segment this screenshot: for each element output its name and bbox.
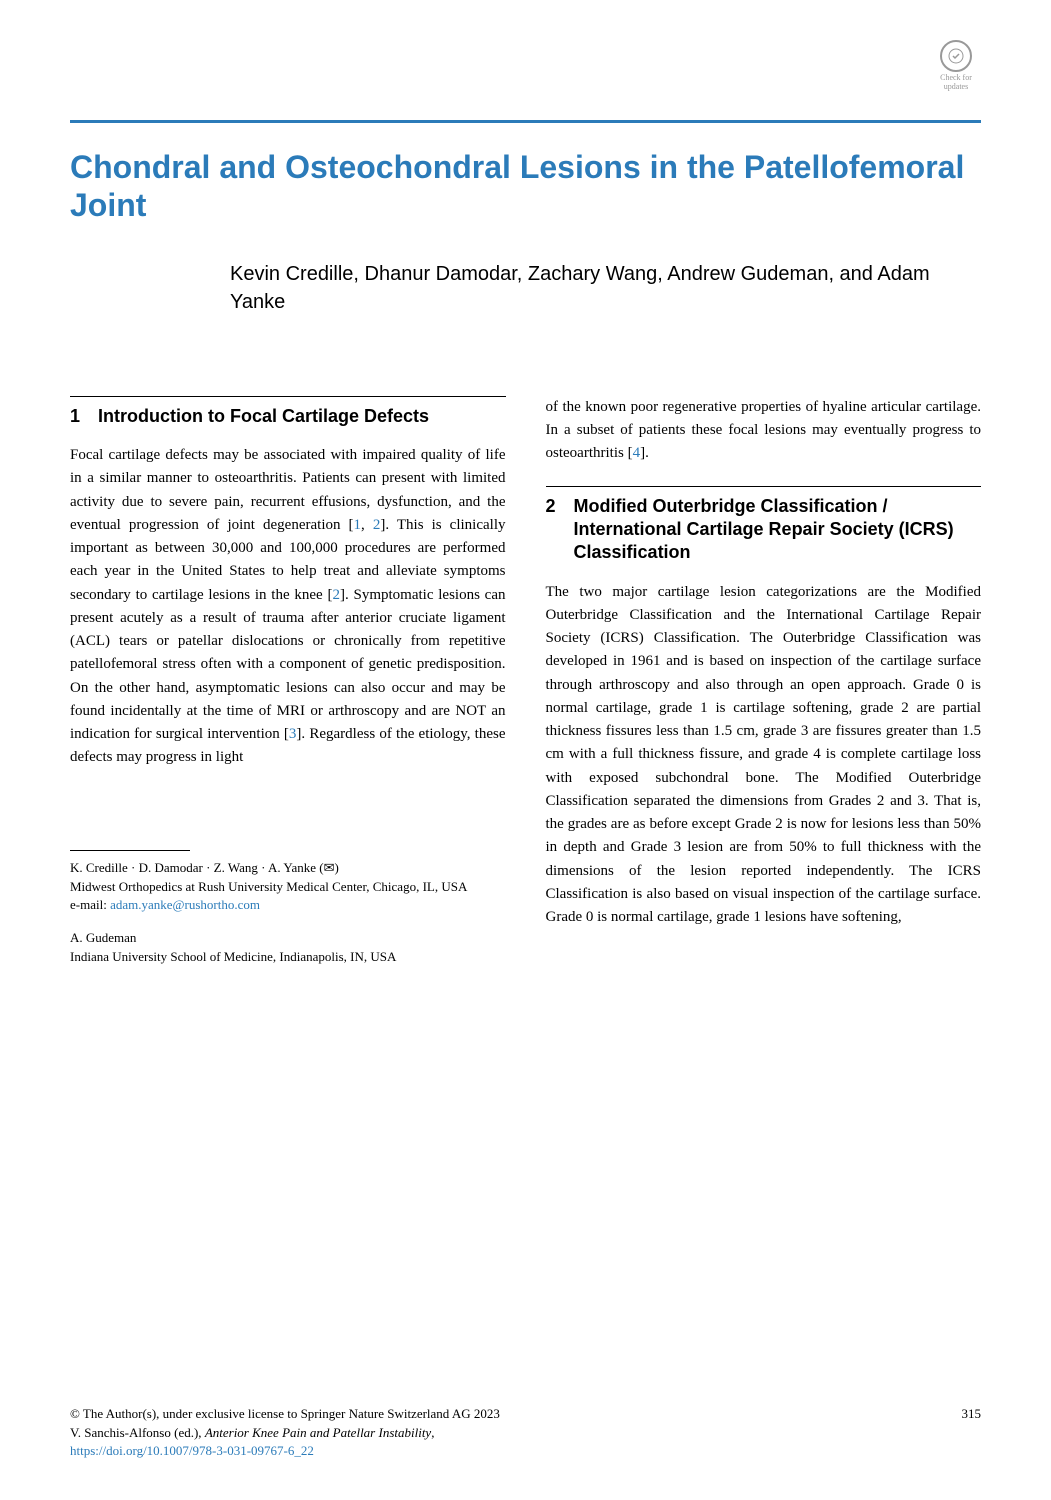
left-column: 1 Introduction to Focal Cartilage Defect… (70, 396, 506, 981)
ref-link-3[interactable]: 2 (332, 587, 340, 603)
title-divider (70, 120, 981, 123)
section-2-heading: 2 Modified Outerbridge Classification / … (546, 495, 982, 565)
check-updates-icon (940, 40, 972, 72)
chapter-title: Chondral and Osteochondral Lesions in th… (70, 148, 981, 225)
affil-1-org: Midwest Orthopedics at Rush University M… (70, 878, 506, 897)
footer-row-1: © The Author(s), under exclusive license… (70, 1405, 981, 1423)
section-1-body: Focal cartilage defects may be associate… (70, 444, 506, 770)
footer-row-2: V. Sanchis-Alfonso (ed.), Anterior Knee … (70, 1424, 981, 1442)
content-columns: 1 Introduction to Focal Cartilage Defect… (70, 396, 981, 981)
section-1-title: Introduction to Focal Cartilage Defects (98, 405, 429, 428)
section-divider (546, 486, 982, 487)
ref-link-1[interactable]: 1 (354, 517, 362, 533)
authors: Kevin Credille, Dhanur Damodar, Zachary … (230, 260, 981, 316)
check-updates-label: Check for updates (931, 74, 981, 92)
section-divider (70, 396, 506, 397)
affiliations: K. Credille · D. Damodar · Z. Wang · A. … (70, 850, 506, 967)
page-number: 315 (962, 1405, 982, 1423)
affil-2-org: Indiana University School of Medicine, I… (70, 948, 506, 967)
section-2-number: 2 (546, 495, 556, 565)
doi-link[interactable]: https://doi.org/10.1007/978-3-031-09767-… (70, 1443, 314, 1458)
footer-row-3: https://doi.org/10.1007/978-3-031-09767-… (70, 1442, 981, 1460)
section-2-title: Modified Outerbridge Classification / In… (574, 495, 981, 565)
affil-1-names: K. Credille · D. Damodar · Z. Wang · A. … (70, 859, 506, 878)
affiliation-2: A. Gudeman Indiana University School of … (70, 929, 506, 967)
section-2-body: The two major cartilage lesion categoriz… (546, 581, 982, 930)
book-title: Anterior Knee Pain and Patellar Instabil… (205, 1425, 431, 1440)
section-1-number: 1 (70, 405, 80, 428)
col2-top-body: of the known poor regenerative propertie… (546, 396, 982, 466)
ref-link-5[interactable]: 4 (633, 445, 641, 461)
copyright: © The Author(s), under exclusive license… (70, 1405, 500, 1423)
section-1-heading: 1 Introduction to Focal Cartilage Defect… (70, 405, 506, 428)
affil-1-email-line: e-mail: adam.yanke@rushortho.com (70, 896, 506, 915)
envelope-icon: ✉ (324, 860, 335, 875)
check-updates-badge[interactable]: Check for updates (931, 40, 981, 95)
right-column: of the known poor regenerative propertie… (546, 396, 982, 981)
affil-2-names: A. Gudeman (70, 929, 506, 948)
page-footer: © The Author(s), under exclusive license… (70, 1405, 981, 1460)
affiliation-1: K. Credille · D. Damodar · Z. Wang · A. … (70, 859, 506, 916)
affil-1-email[interactable]: adam.yanke@rushortho.com (110, 897, 260, 912)
affiliation-divider (70, 850, 190, 851)
